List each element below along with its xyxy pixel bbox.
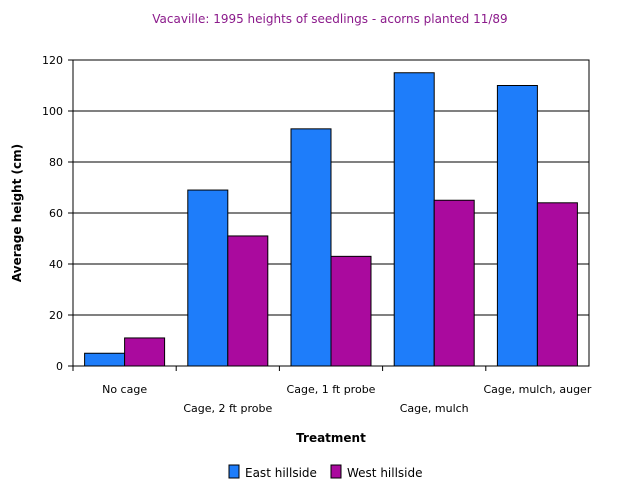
y-tick-label: 80 [49,156,63,169]
x-tick-label: Cage, mulch, auger [483,383,591,396]
y-tick-label: 100 [42,105,63,118]
legend-swatch-east [228,464,240,479]
legend-label-east: East hillside [245,466,317,480]
chart-title: Vacaville: 1995 heights of seedlings - a… [152,12,507,26]
y-axis-label: Average height (cm) [10,144,24,282]
y-tick-label: 0 [56,360,63,373]
y-tick-label: 120 [42,54,63,67]
x-axis-label: Treatment [296,431,366,445]
bar-west-2 [330,255,372,367]
bar-east-0 [84,352,126,367]
y-tick-label: 40 [49,258,63,271]
bars [84,72,578,367]
y-tick-label: 60 [49,207,63,220]
x-tick-label: No cage [102,383,147,396]
legend-swatch-west [330,464,342,479]
bar-east-1 [187,189,229,367]
bar-west-3 [433,199,475,367]
bar-west-4 [536,202,578,367]
y-tick-label: 20 [49,309,63,322]
bar-west-0 [124,337,166,367]
x-axis-ticks: No cage Cage, 2 ft probe Cage, 1 ft probe C… [72,366,592,415]
bar-east-4 [496,85,538,367]
y-axis-ticks: 0 20 40 60 80 100 120 [42,54,73,373]
legend-label-west: West hillside [347,466,423,480]
x-tick-label: Cage, mulch [400,402,469,415]
bar-west-1 [227,235,269,367]
x-tick-label: Cage, 2 ft probe [183,402,272,415]
x-tick-label: Cage, 1 ft probe [287,383,376,396]
bar-east-2 [290,128,332,367]
bar-east-3 [393,72,435,367]
legend: East hillside West hillside [228,464,423,480]
